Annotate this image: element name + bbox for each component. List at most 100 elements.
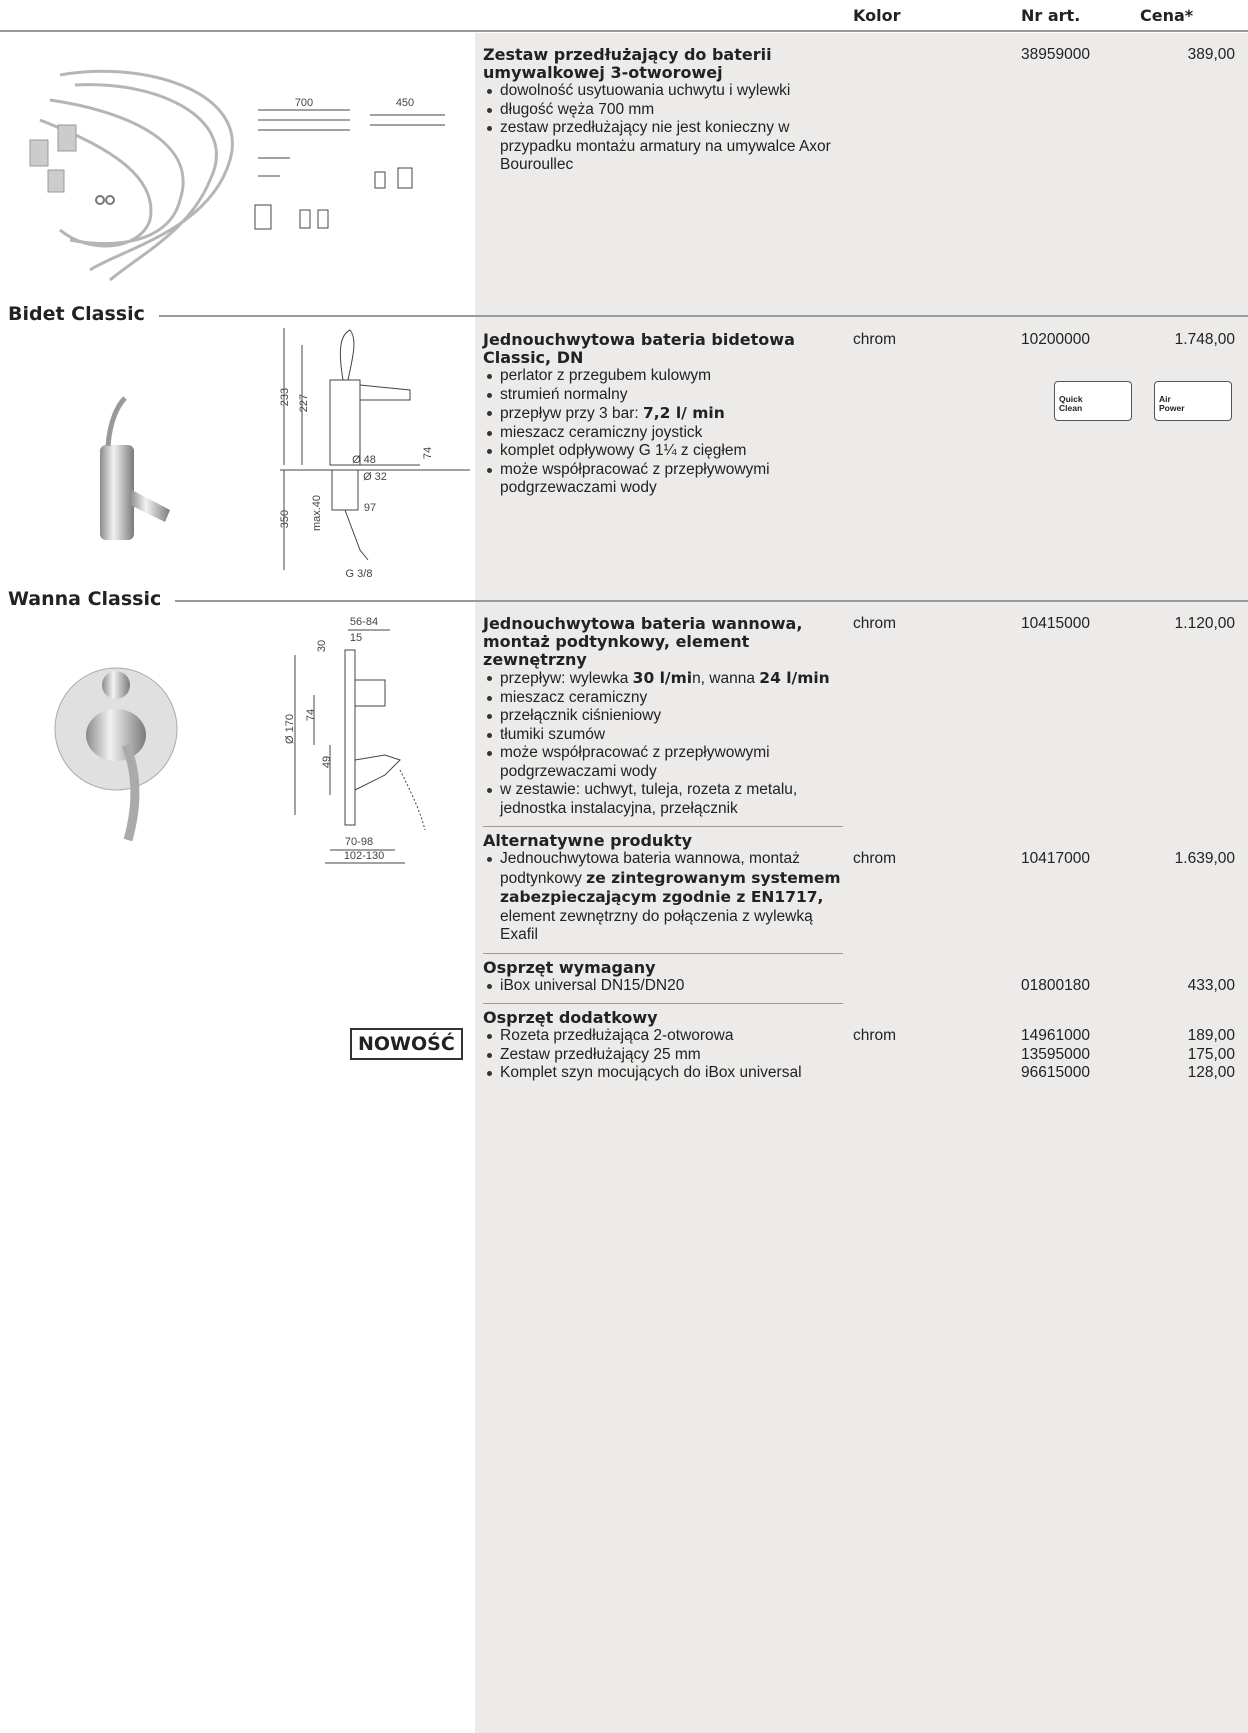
bullet-dot <box>487 676 492 681</box>
dimension-label: 56-84 <box>350 616 378 628</box>
bullet-dot <box>487 751 492 756</box>
bullet-text: mieszacz ceramiczny <box>500 689 846 708</box>
dimension-label: 70-98 <box>345 836 373 848</box>
text: mieszacz ceramiczny <box>500 688 648 706</box>
text: Komplet szyn mocujących do iBox universa… <box>500 1064 802 1081</box>
dimension-label: 49 <box>321 756 333 768</box>
bullet-item: iBox universal DN15/DN20 01800180 433,00 <box>483 977 1235 996</box>
text: strumień normalny <box>500 385 628 403</box>
column-header: Cena* <box>1140 6 1194 25</box>
color: chrom <box>853 331 897 348</box>
text: dowolność usytuowania uchwytu i wylewki <box>500 82 791 99</box>
bullet-dot <box>487 89 492 94</box>
bullet-item: Jednouchwytowa bateria wannowa, montaż p… <box>483 850 1235 945</box>
product-heading: Osprzęt wymagany <box>483 957 656 977</box>
bullet-dot <box>487 788 492 793</box>
article-number: 10415000 <box>1021 615 1090 632</box>
bullet-dot <box>487 107 492 113</box>
product: Zestaw przedłużający do baterii umywalko… <box>483 46 1235 175</box>
bullet-text: w zestawie: uchwyt, tuleja, rozeta z met… <box>500 781 846 818</box>
article-number: 38959000 <box>1021 46 1090 63</box>
article-number: 10200000 <box>1021 331 1090 348</box>
bullet-dot <box>487 1071 492 1076</box>
feature-icon: Air Power <box>1154 381 1232 421</box>
price: 1.120,00 <box>1174 615 1235 632</box>
bullet-item: komplet odpływowy G 1¼ z cięgłem <box>483 442 1235 461</box>
bullet-dot <box>487 126 492 131</box>
bullet-item: perlator z przegubem kulowym <box>483 367 1235 386</box>
text: komplet odpływowy G 1¼ z cięgłem <box>500 442 747 459</box>
column-header: Nr art. <box>1021 6 1081 25</box>
dimension-label: Ø 32 <box>363 471 387 483</box>
product-heading: Jednouchwytowa bateria bidetowa Classic,… <box>483 330 795 367</box>
bullet-item: strumień normalny <box>483 386 1235 405</box>
section-rule <box>159 315 1248 317</box>
bullet-text: Jednouchwytowa bateria wannowa, montaż p… <box>500 850 846 945</box>
article-number: 13595000 <box>1021 1045 1090 1063</box>
bullet-dot <box>487 430 492 436</box>
price: 389,00 <box>1187 46 1235 63</box>
dimension-label: Ø 170 <box>284 714 296 744</box>
bullet-dot <box>487 1052 492 1058</box>
product-row: Zestaw przedłużający do baterii umywalko… <box>483 46 1235 82</box>
section-title: Wanna Classic <box>8 588 162 610</box>
bullet-item: tłumiki szumów <box>483 726 1235 745</box>
article-number: 10417000 <box>1021 850 1090 867</box>
dimension-label: max.40 <box>311 495 323 531</box>
dimension-label: 350 <box>279 510 291 528</box>
bullet-text: zestaw przedłużający nie jest konieczny … <box>500 119 846 175</box>
product-row: Osprzęt wymagany <box>483 957 1235 977</box>
hose-photo <box>29 69 234 282</box>
text: długość węża 700 mm <box>500 100 655 118</box>
bullet-text: perlator z przegubem kulowym <box>500 367 846 386</box>
product-row: Alternatywne produkty <box>483 832 1235 850</box>
product: Jednouchwytowa bateria wannowa, montaż p… <box>483 615 1235 818</box>
dimension-label: Ø 48 <box>352 454 376 466</box>
dimension-label: 74 <box>422 447 434 459</box>
dimension-label: 700 <box>295 97 313 109</box>
bullet-text: Zestaw przedłużający 25 mm <box>500 1046 846 1065</box>
product-heading: Zestaw przedłużający do baterii umywalko… <box>483 45 772 82</box>
text: element zewnętrzny do połączenia z wylew… <box>500 907 813 944</box>
text: Jednouchwytowa bateria wannowa, montaż p… <box>500 850 800 887</box>
product-heading: Osprzęt dodatkowy <box>483 1008 658 1027</box>
bullet-item: mieszacz ceramiczny <box>483 689 1235 708</box>
bullet-dot <box>487 449 492 454</box>
bidet-photo <box>100 396 170 540</box>
hose-drawing <box>254 109 445 230</box>
bullet-dot <box>487 732 492 738</box>
text: perlator z przegubem kulowym <box>500 367 712 384</box>
bold-text: 24 l/min <box>759 669 830 687</box>
price: 175,00 <box>1187 1045 1235 1063</box>
article-number: 01800180 <box>1021 976 1090 994</box>
bullet-item: może współpracować z przepływowymi podgr… <box>483 461 1235 498</box>
bold-text: 30 l/mi <box>632 669 693 687</box>
product-group: Jednouchwytowa bateria wannowa, montaż p… <box>350 615 1235 1083</box>
bullet-item: zestaw przedłużający nie jest konieczny … <box>483 119 1235 175</box>
bullet-item: Komplet szyn mocujących do iBox universa… <box>483 1064 1235 1083</box>
text: przepływ: wylewka <box>500 670 633 687</box>
dimension-label: 233 <box>279 388 291 406</box>
header-rule <box>0 30 1248 32</box>
text: Rozeta przedłużająca 2-otworowa <box>500 1027 734 1044</box>
bath-photo <box>54 667 178 842</box>
bullet-item: przełącznik ciśnieniowy <box>483 707 1235 726</box>
bullet-text: Komplet szyn mocujących do iBox universa… <box>500 1064 846 1083</box>
bullet-text: przepływ przy 3 bar: 7,2 l/ min <box>500 404 846 424</box>
bullet-text: Rozeta przedłużająca 2-otworowa <box>500 1027 846 1046</box>
dimension-label: 97 <box>364 502 376 514</box>
column-header: Kolor <box>853 6 901 25</box>
bullet-text: dowolność usytuowania uchwytu i wylewki <box>500 82 846 101</box>
text: może współpracować z przepływowymi podgr… <box>500 744 770 780</box>
bold-text: ze zintegrowanym systemem zabezpieczając… <box>500 868 841 907</box>
bullet-item: przepływ: wylewka 30 l/min, wanna 24 l/m… <box>483 669 1235 689</box>
text: iBox universal DN15/DN20 <box>500 976 685 994</box>
dimension-label: 102-130 <box>344 850 384 862</box>
text: tłumiki szumów <box>500 725 606 743</box>
text: przełącznik ciśnieniowy <box>500 707 662 724</box>
bullet-dot <box>487 857 492 862</box>
bullet-item: przepływ przy 3 bar: 7,2 l/ min <box>483 404 1235 424</box>
bullet-item: Rozeta przedłużająca 2-otworowa chrom 1496… <box>483 1027 1235 1046</box>
price: 433,00 <box>1187 976 1235 994</box>
product-row: Jednouchwytowa bateria wannowa, montaż p… <box>483 615 1235 669</box>
